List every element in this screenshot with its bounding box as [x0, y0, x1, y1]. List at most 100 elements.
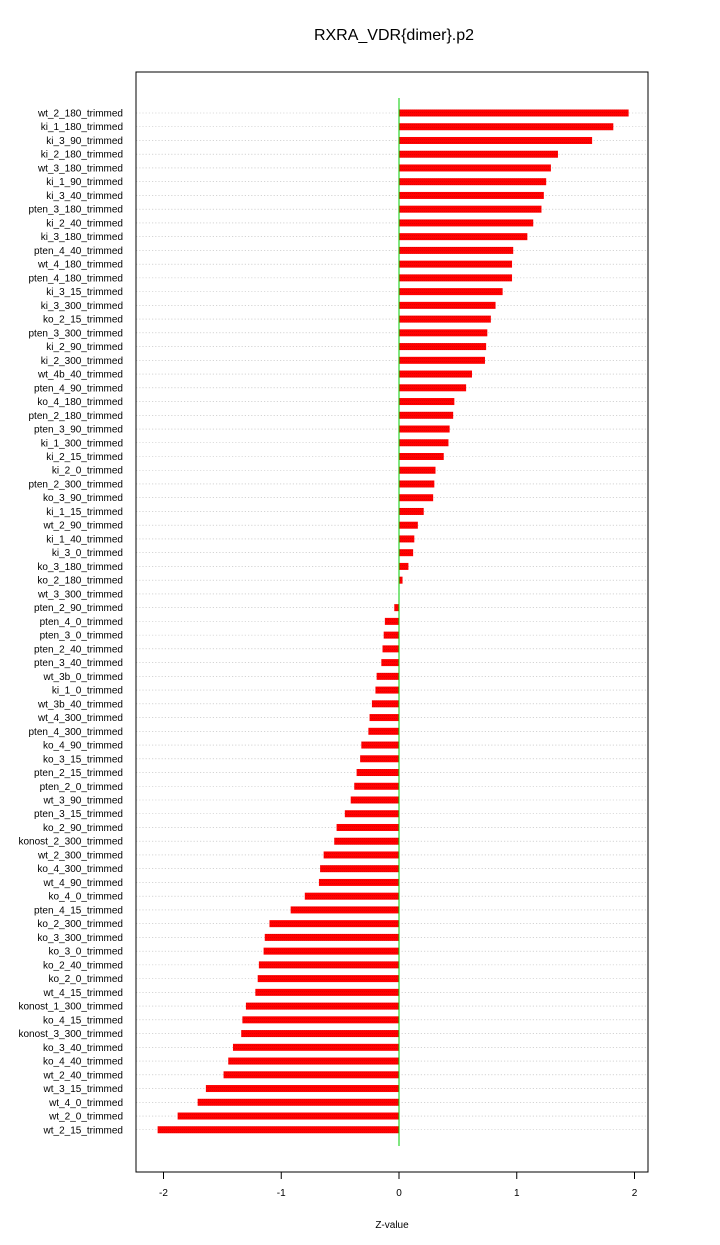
category-label: pten_2_40_trimmed — [34, 644, 123, 655]
x-axis-title: Z-value — [375, 1220, 409, 1231]
category-label: ki_1_300_trimmed — [41, 438, 123, 449]
category-label: ko_3_0_trimmed — [49, 947, 123, 958]
x-axis: -2 -1 0 1 2 — [159, 1172, 638, 1199]
bar — [399, 398, 455, 406]
category-label: wt_4_300_trimmed — [37, 713, 123, 724]
bar — [399, 191, 544, 199]
bar — [369, 714, 399, 722]
bar — [257, 975, 399, 983]
bar — [264, 933, 399, 941]
bar — [381, 659, 399, 667]
category-label: ki_2_15_trimmed — [46, 452, 123, 463]
category-label: ki_1_180_trimmed — [41, 122, 123, 133]
category-label: pten_4_90_trimmed — [34, 383, 123, 394]
bar — [399, 233, 528, 241]
category-label: wt_4b_40_trimmed — [37, 370, 123, 381]
bar — [399, 439, 449, 447]
bar — [263, 947, 399, 955]
bar — [356, 769, 399, 777]
category-label: ko_4_15_trimmed — [43, 1015, 123, 1026]
bar — [399, 205, 542, 213]
bar — [399, 123, 614, 131]
category-label: ko_4_180_trimmed — [37, 397, 123, 408]
bar — [323, 851, 399, 859]
bar — [197, 1098, 399, 1106]
category-label: ki_1_90_trimmed — [46, 177, 123, 188]
category-label: ko_4_90_trimmed — [43, 741, 123, 752]
category-label: pten_3_40_trimmed — [34, 658, 123, 669]
bar — [399, 562, 409, 570]
bar — [245, 1002, 399, 1010]
category-label: ki_1_15_trimmed — [46, 507, 123, 518]
bar — [399, 164, 551, 172]
category-label: ki_2_0_trimmed — [52, 466, 123, 477]
category-label: ko_2_180_trimmed — [37, 576, 123, 587]
bar — [399, 480, 435, 488]
bar — [242, 1016, 399, 1024]
category-label: wt_3_15_trimmed — [43, 1084, 123, 1095]
category-label: ko_2_300_trimmed — [37, 919, 123, 930]
bar — [177, 1112, 399, 1120]
bar — [394, 604, 399, 612]
category-label: ko_3_40_trimmed — [43, 1043, 123, 1054]
category-label: ki_2_300_trimmed — [41, 356, 123, 367]
bar — [376, 672, 399, 680]
category-label: wt_2_0_trimmed — [48, 1112, 123, 1123]
category-label: pten_4_0_trimmed — [40, 617, 123, 628]
category-label: ko_4_40_trimmed — [43, 1057, 123, 1068]
bar — [344, 810, 399, 818]
bar — [399, 260, 513, 268]
category-label: pten_3_0_trimmed — [40, 631, 123, 642]
bar — [157, 1126, 399, 1134]
chart-title: RXRA_VDR{dimer}.p2 — [314, 27, 474, 44]
category-label: wt_2_40_trimmed — [43, 1070, 123, 1081]
bar — [368, 727, 399, 735]
category-label: ki_3_15_trimmed — [46, 287, 123, 298]
bar — [336, 823, 399, 831]
x-tick-label: 0 — [396, 1188, 402, 1199]
category-label: ki_3_0_trimmed — [52, 548, 123, 559]
bar — [399, 507, 424, 515]
category-label: pten_3_15_trimmed — [34, 809, 123, 820]
category-label: konost_2_300_trimmed — [18, 837, 123, 848]
bar — [399, 109, 629, 117]
category-label: ko_2_90_trimmed — [43, 823, 123, 834]
category-labels: wt_2_180_trimmed ki_1_180_trimmed ki_3_90_… — [18, 109, 123, 1137]
category-label: wt_2_90_trimmed — [43, 521, 123, 532]
bar — [399, 453, 444, 460]
bar — [205, 1085, 399, 1093]
bar — [258, 961, 399, 969]
category-label: wt_4_0_trimmed — [48, 1098, 123, 1109]
bar — [399, 411, 454, 419]
bar — [371, 700, 399, 708]
bar — [318, 878, 399, 886]
bar — [334, 837, 399, 845]
bar — [399, 384, 467, 392]
bar — [382, 645, 399, 653]
bar — [399, 521, 418, 529]
category-label: pten_2_15_trimmed — [34, 768, 123, 779]
category-label: wt_3_180_trimmed — [37, 163, 123, 174]
category-label: ko_3_300_trimmed — [37, 933, 123, 944]
bar — [399, 219, 534, 227]
plot-frame — [135, 71, 649, 1173]
category-label: konost_1_300_trimmed — [18, 1002, 123, 1013]
x-tick-label: -2 — [159, 1188, 168, 1199]
category-label: wt_3b_0_trimmed — [43, 672, 123, 683]
category-label: ki_3_40_trimmed — [46, 191, 123, 202]
category-label: ko_4_300_trimmed — [37, 864, 123, 875]
bar — [360, 755, 399, 763]
category-label: ko_3_180_trimmed — [37, 562, 123, 573]
category-label: ki_3_300_trimmed — [41, 301, 123, 312]
x-tick-label: -1 — [277, 1188, 286, 1199]
bar — [384, 617, 399, 625]
bar — [399, 425, 450, 433]
category-label: pten_4_300_trimmed — [28, 727, 123, 738]
category-label: pten_3_90_trimmed — [34, 425, 123, 436]
category-label: pten_4_15_trimmed — [34, 905, 123, 916]
bar — [228, 1057, 399, 1065]
bar — [354, 782, 399, 790]
bar — [232, 1043, 399, 1051]
category-label: ko_4_0_trimmed — [49, 892, 123, 903]
bar — [361, 741, 399, 749]
